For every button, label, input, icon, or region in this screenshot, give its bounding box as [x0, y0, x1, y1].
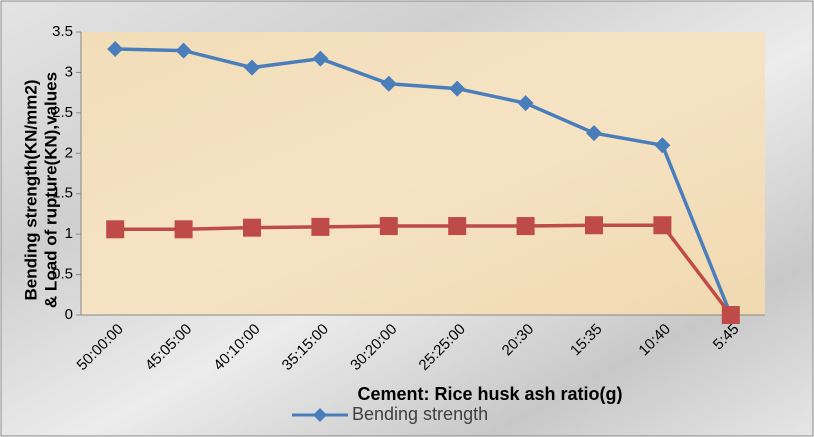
plot-area	[81, 32, 765, 315]
marker	[311, 217, 330, 236]
series-line	[115, 47, 733, 316]
y-axis-title: Bending strength(KN/mm2)	[21, 80, 40, 301]
x-axis-title: Cement: Rice husk ash ratio(g)	[357, 384, 622, 404]
y-tick-label: 2	[65, 144, 73, 161]
marker	[380, 75, 397, 92]
marker	[654, 137, 671, 154]
marker	[106, 220, 125, 239]
y-tick-label: 0.5	[52, 266, 73, 283]
marker	[449, 80, 466, 97]
series-line	[115, 223, 733, 317]
y-tick-label: 3	[65, 63, 73, 80]
marker	[586, 125, 602, 142]
marker	[448, 217, 467, 236]
marker	[721, 306, 740, 324]
marker	[312, 50, 329, 67]
y-tick-label: 0	[65, 306, 73, 323]
y-tick-label: 3.5	[52, 23, 73, 40]
marker	[585, 216, 603, 235]
marker	[517, 95, 534, 112]
marker	[107, 40, 124, 57]
y-tick-label: 1	[65, 225, 73, 242]
marker	[379, 217, 398, 236]
marker	[174, 220, 193, 239]
y-tick-label: 1.5	[52, 185, 73, 202]
marker	[516, 217, 535, 236]
marker	[175, 42, 192, 59]
legend-marker	[313, 408, 327, 422]
marker	[243, 218, 261, 237]
marker	[653, 216, 672, 235]
y-tick-label: 2.5	[52, 104, 73, 121]
legend-label: Bending strength	[352, 404, 488, 424]
marker	[244, 59, 260, 76]
y-axis-title: & Load of rupture(KN),values	[41, 72, 60, 308]
